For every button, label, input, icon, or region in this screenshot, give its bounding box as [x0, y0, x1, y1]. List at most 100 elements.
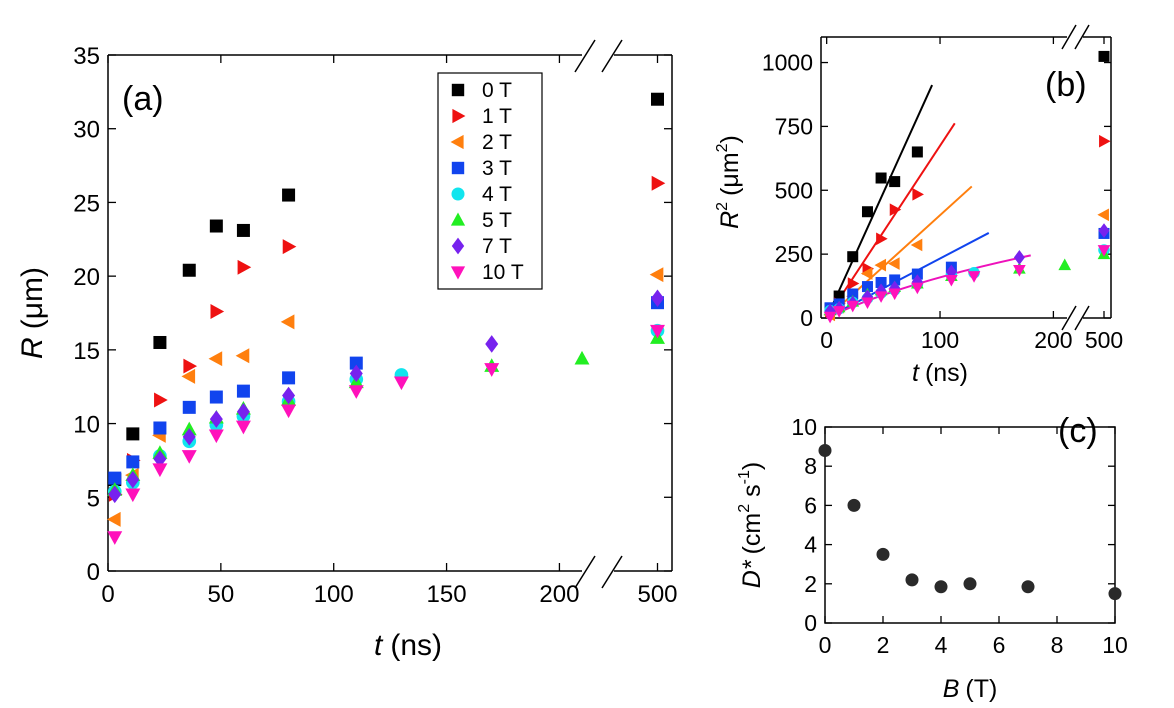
point-a-3-t: [236, 384, 250, 398]
legend-entry-0T: 0 T: [482, 79, 512, 102]
legend-marker-5-t: [450, 212, 466, 226]
panel-a-x-tick-label: 0: [101, 581, 114, 608]
panel-a-y-axis-label: R(μm): [16, 267, 49, 359]
point-b-7-t: [824, 303, 836, 319]
panel-a-y-tick-label: 25: [73, 190, 100, 217]
panel-b-x-axis-label: t (ns): [912, 359, 968, 387]
point-a-1-t: [210, 304, 225, 320]
panel-c-x-tick-label: 4: [935, 632, 948, 658]
point-a-3-t: [209, 390, 223, 404]
point-a-5-t: [574, 350, 590, 365]
point-a-0-t: [153, 335, 167, 349]
point-a-3-t: [182, 400, 196, 414]
point-a-1-t: [282, 239, 297, 255]
point-b-0-t: [847, 251, 859, 263]
panel-b-x-tick-label: 200: [1034, 327, 1072, 353]
panel-c-label: (c): [1058, 412, 1098, 450]
point-b-10-t: [1013, 265, 1026, 277]
panel-c-points: [818, 444, 1122, 601]
point-b-10-t: [861, 297, 874, 310]
legend-marker-7-t: [451, 237, 465, 255]
point-a-10-t: [484, 363, 500, 377]
point-b-10-t: [888, 288, 902, 301]
panel-a-y-tick-label: 35: [73, 43, 100, 70]
panel-b-ticks: 0 250 500 750 1000 0 100 200 500: [762, 37, 1123, 353]
panel-c-axes-box: [824, 426, 1116, 624]
point-a-7-t: [126, 470, 140, 489]
point-b-1-t: [912, 188, 924, 201]
panel-a-legend: 0 T 1 T 2 T 3 T 4 T 5 T 7 T 10 T: [437, 72, 543, 290]
panel-c-x-tick-label: 0: [819, 632, 832, 658]
point-a-0-t: [282, 188, 296, 202]
point-b-0-t: [833, 290, 845, 302]
panel-a-legend-markers: [450, 83, 466, 280]
point-b-10-t: [1097, 245, 1111, 257]
panel-b-y-axis-label: R2(μm2): [714, 135, 744, 229]
point-a-2-t: [208, 351, 223, 367]
panel-b-axis-break-bottom: [1061, 305, 1090, 331]
point-b-0-t: [875, 172, 887, 184]
panel-c-x-tick-label: 2: [877, 632, 890, 658]
point-a-7-t: [108, 485, 122, 504]
panel-a-x-axis-label: t (ns): [374, 629, 442, 662]
point-a-10-t: [348, 385, 364, 399]
point-a-2-t: [106, 511, 121, 527]
panel-c-x-tick-label: 10: [1102, 632, 1128, 658]
point-a-10-t: [181, 450, 197, 464]
panel-c-x-tick-label: 8: [1051, 632, 1064, 658]
point-a-7-t: [182, 428, 196, 446]
point-a-7-t: [282, 386, 296, 405]
point-b-3-t: [847, 288, 859, 300]
panel-b-y-tick-label: 0: [800, 305, 813, 331]
point-c: [963, 577, 977, 591]
panel-b-label: (b): [1045, 66, 1087, 104]
panel-a-label: (a): [122, 80, 164, 118]
point-b-10-t: [846, 300, 860, 313]
panel-a-y-tick-label: 15: [73, 338, 100, 365]
point-a-10-t: [208, 429, 224, 444]
legend-entry-5T: 5 T: [482, 209, 512, 232]
panel-c: 0 2 4 6 8 10 0 2 4 6 8 10 (c) B (T) D*(cm2 s-1): [736, 412, 1128, 703]
point-c: [847, 498, 861, 512]
point-c: [934, 580, 948, 594]
panel-a-y-tick-label: 5: [87, 485, 100, 512]
panel-a-x-tick-label: 50: [208, 581, 235, 608]
panel-a-y-tick-label: 0: [87, 559, 100, 586]
legend-entry-2T: 2 T: [482, 131, 512, 154]
panel-a-y-tick-label: 10: [73, 412, 100, 439]
panel-c-frame: [824, 426, 1116, 624]
point-b-3-t: [861, 281, 873, 293]
legend-marker-1-t: [452, 108, 466, 124]
panel-b-x-tick-label: 500: [1085, 327, 1123, 353]
point-a-10-t: [125, 488, 141, 503]
legend-entry-7T: 7 T: [482, 235, 512, 258]
point-c: [818, 444, 832, 458]
point-c: [876, 547, 890, 561]
point-c: [1108, 587, 1122, 601]
point-a-0-t: [651, 92, 664, 106]
point-a-2-t: [181, 368, 196, 384]
panel-b-y-tick-label: 250: [775, 241, 813, 267]
point-a-3-t: [153, 421, 167, 435]
point-b-3-t: [875, 276, 887, 288]
point-a-0-t: [126, 427, 140, 441]
point-b-0-t: [889, 176, 901, 188]
panel-a-legend-box: [437, 72, 543, 290]
panel-a-ticks: 0 5 10 15 20 25 30 35 0 50 100 150 200 500: [73, 43, 677, 608]
point-a-7-t: [209, 410, 223, 428]
point-a-0-t: [236, 223, 250, 237]
panel-a-points: [106, 92, 666, 545]
legend-marker-0-t: [451, 83, 465, 97]
panel-c-y-tick-label: 0: [804, 610, 817, 636]
point-b-7-t: [875, 283, 887, 299]
point-b-2-t: [910, 238, 923, 252]
panel-b-y-tick-label: 500: [775, 177, 813, 203]
point-b-2-t: [888, 257, 900, 270]
point-a-10-t: [281, 404, 297, 419]
point-a-3-t: [108, 471, 122, 485]
point-b-10-t: [967, 271, 981, 283]
point-b-7-t: [1013, 250, 1025, 265]
panel-a-x-tick-label: 500: [637, 581, 677, 608]
point-a-0-t: [182, 263, 196, 277]
